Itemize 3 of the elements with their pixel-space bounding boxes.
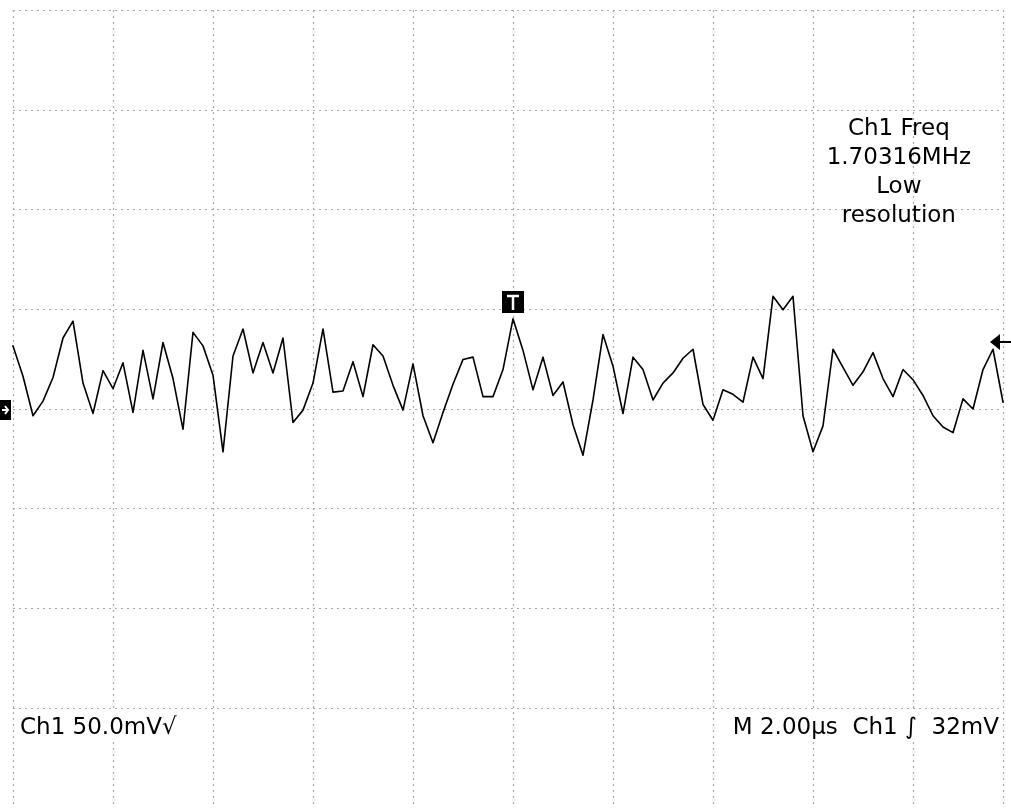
text: Ch1 Freq 1.70316MHz Low resolution (826, 113, 971, 229)
text: Ch1 50.0mV√ (20, 712, 177, 741)
text: M 2.00µs Ch1 ∫ 32mV (732, 712, 999, 741)
